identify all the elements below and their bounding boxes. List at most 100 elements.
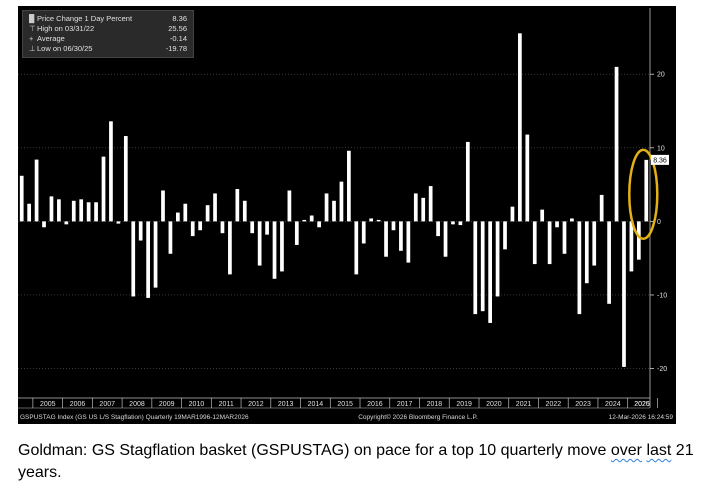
y-tick-label: -20 <box>657 366 667 373</box>
bar <box>287 190 292 222</box>
x-axis-layer: 2005 2006 2007 2008 2009 2010 2011 2012 2013 2014… <box>18 397 658 409</box>
bar <box>34 159 39 222</box>
bar <box>376 219 381 222</box>
bar <box>176 212 180 222</box>
bar <box>622 221 626 367</box>
bar <box>451 221 455 225</box>
bar <box>443 221 448 257</box>
bar <box>146 221 150 298</box>
x-tick-label: 2017 <box>397 401 413 408</box>
bar <box>436 221 440 237</box>
legend-symbol: █ <box>29 14 35 23</box>
bar <box>79 199 84 222</box>
bar <box>42 221 46 228</box>
bar <box>161 190 165 222</box>
bar <box>265 221 269 235</box>
bar <box>302 219 307 222</box>
x-tick-label: 2013 <box>278 401 294 408</box>
caption-underlined-word: last <box>646 442 672 459</box>
footer-right: 12-Mar-2026 16:24:59 <box>609 414 674 421</box>
bar <box>109 121 113 222</box>
bar <box>131 221 136 297</box>
x-tick-label: 2009 <box>159 401 175 408</box>
highlight-ellipse <box>628 148 659 241</box>
bar <box>71 200 76 222</box>
bar <box>629 221 634 272</box>
bar <box>86 202 91 222</box>
legend-value: 8.36 <box>172 14 187 23</box>
bar <box>361 221 366 244</box>
x-tick-label: 2006 <box>70 401 86 408</box>
bar <box>510 206 515 222</box>
y-tick-label: 10 <box>657 145 665 152</box>
bar <box>428 186 433 222</box>
legend-symbol: ⊤ <box>29 24 36 33</box>
bar <box>116 221 121 224</box>
bar <box>339 181 344 222</box>
bar <box>168 221 173 254</box>
current-value-tag-bg <box>651 154 669 165</box>
x-tick-label: 2005 <box>40 401 56 408</box>
current-value-label: 8.36 <box>653 157 667 164</box>
x-tick-label: 2020 <box>486 401 502 408</box>
bar <box>599 194 604 222</box>
footer-left: GSPUSTAG Index (GS US L/S Stagflation) Q… <box>20 414 249 421</box>
x-tick-label: 2016 <box>367 401 383 408</box>
legend-label: Low on 06/30/25 <box>37 44 93 53</box>
x-tick-label: 2018 <box>427 401 443 408</box>
bar <box>636 221 641 260</box>
bar <box>518 33 522 222</box>
bar <box>280 221 284 272</box>
bar <box>205 205 210 222</box>
footer-center: Copyright© 2026 Bloomberg Finance L.P. <box>358 413 478 421</box>
y-tick-label: 0 <box>657 219 661 226</box>
bar <box>555 221 559 228</box>
x-tick-label: 2011 <box>219 401 234 408</box>
bar <box>644 159 649 222</box>
bar <box>614 66 619 222</box>
bar <box>547 221 552 265</box>
bar <box>213 193 217 222</box>
bar <box>317 221 321 228</box>
legend-entry: ⊥Low on 06/30/25 -19.78 <box>29 44 187 54</box>
bar <box>488 221 492 323</box>
x-tick-label: 2010 <box>189 401 205 408</box>
bar <box>272 221 277 279</box>
bar <box>138 221 143 241</box>
x-tick-label: 2014 <box>308 401 324 408</box>
x-tick-label: 2025 <box>634 401 650 408</box>
bar <box>584 221 589 284</box>
legend-symbol: + <box>29 34 34 43</box>
bar <box>27 203 32 222</box>
caption-underlined-word: over <box>610 442 642 459</box>
bar <box>532 221 537 265</box>
bar <box>220 221 225 234</box>
y-tick-label: 20 <box>657 72 665 79</box>
legend-entry: ⊤High on 03/31/22 25.56 <box>29 24 187 34</box>
legend-value: 25.56 <box>168 24 187 33</box>
bar <box>242 200 247 222</box>
bar <box>228 221 232 275</box>
bar <box>250 221 255 234</box>
current-value-tag: 8.36 <box>651 154 669 165</box>
x-tick-label: 2023 <box>575 401 591 408</box>
y-tick-label: -10 <box>657 292 667 299</box>
bar <box>57 199 61 222</box>
bar <box>354 221 359 275</box>
bar <box>19 175 24 222</box>
bar <box>64 221 69 225</box>
bar <box>190 221 195 237</box>
legend-value: -0.14 <box>169 34 187 43</box>
legend-label: Price Change 1 Day Percent <box>37 14 133 23</box>
axis-layer: 20 10 0 -10 -20 <box>649 8 667 408</box>
bar <box>198 221 203 231</box>
bar <box>399 221 403 251</box>
legend-value: -19.78 <box>165 44 187 53</box>
x-tick-label: 2008 <box>129 401 145 408</box>
caption-text: Goldman: GS Stagflation basket (GSPUSTAG… <box>18 442 611 459</box>
bar <box>309 215 314 222</box>
bar <box>503 221 507 250</box>
bar <box>413 193 418 222</box>
bar <box>592 221 597 266</box>
bar <box>458 221 463 226</box>
